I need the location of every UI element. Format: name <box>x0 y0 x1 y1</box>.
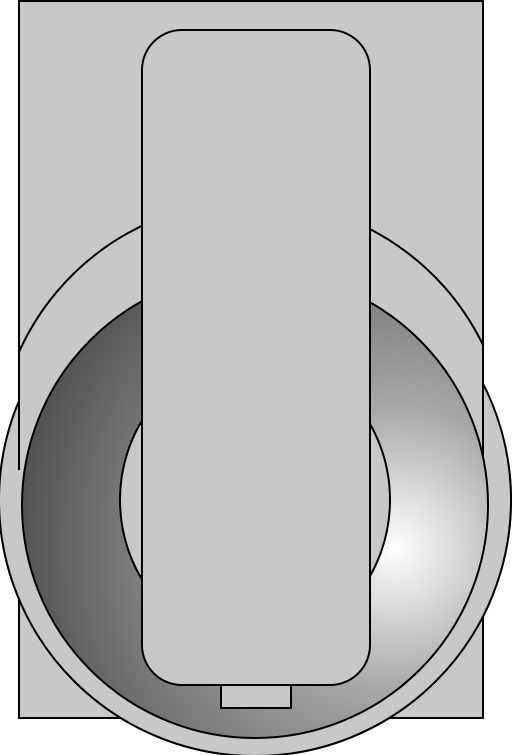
rotary-handle[interactable] <box>141 29 371 686</box>
